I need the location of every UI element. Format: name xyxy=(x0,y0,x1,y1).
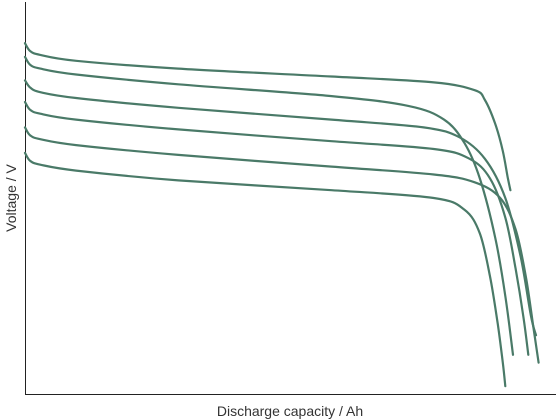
x-axis-label: Discharge capacity / Ah xyxy=(217,403,363,419)
y-axis-label: Voltage / V xyxy=(3,163,19,231)
discharge-curve-5 xyxy=(23,126,540,364)
discharge-curve-1 xyxy=(23,42,512,192)
discharge-curve-4 xyxy=(23,100,530,356)
discharge-curve-3 xyxy=(23,79,538,337)
discharge-curve-6 xyxy=(23,151,507,388)
series-group xyxy=(23,42,540,388)
discharge-curve-2 xyxy=(23,55,515,356)
